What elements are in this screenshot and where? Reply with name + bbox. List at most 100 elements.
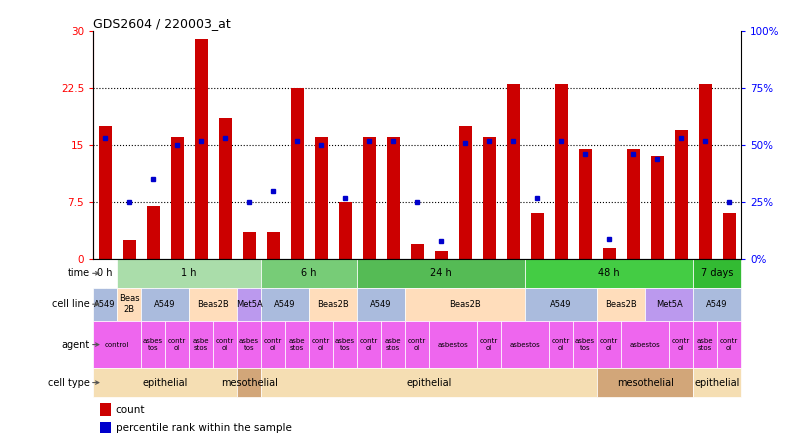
Text: contr
ol: contr ol bbox=[408, 338, 426, 351]
Bar bbox=[242, 233, 256, 259]
Bar bbox=[578, 149, 592, 259]
Bar bbox=[219, 119, 232, 259]
Text: 48 h: 48 h bbox=[599, 268, 620, 278]
Text: asbestos: asbestos bbox=[509, 341, 540, 348]
Bar bbox=[309, 288, 357, 321]
Text: time: time bbox=[68, 268, 90, 278]
Text: mesothelial: mesothelial bbox=[616, 377, 674, 388]
Bar bbox=[434, 251, 448, 259]
Bar bbox=[627, 149, 640, 259]
Text: Beas2B: Beas2B bbox=[198, 300, 229, 309]
Bar bbox=[693, 321, 717, 369]
Text: epithelial: epithelial bbox=[407, 377, 452, 388]
Bar bbox=[190, 288, 237, 321]
Bar bbox=[429, 321, 477, 369]
Text: Beas
2B: Beas 2B bbox=[119, 294, 139, 314]
Bar bbox=[411, 244, 424, 259]
Bar bbox=[693, 288, 741, 321]
Bar bbox=[597, 288, 645, 321]
Bar bbox=[314, 138, 328, 259]
Text: asbes
tos: asbes tos bbox=[335, 338, 356, 351]
Bar bbox=[597, 321, 621, 369]
Bar bbox=[669, 321, 693, 369]
Bar bbox=[309, 321, 333, 369]
Text: mesothelial: mesothelial bbox=[220, 377, 278, 388]
Bar bbox=[261, 321, 285, 369]
Bar bbox=[117, 288, 141, 321]
Bar bbox=[194, 39, 207, 259]
Bar bbox=[237, 321, 261, 369]
Bar bbox=[99, 126, 112, 259]
Bar bbox=[333, 321, 357, 369]
Bar bbox=[693, 369, 741, 397]
Text: asbe
stos: asbe stos bbox=[385, 338, 402, 351]
Bar bbox=[190, 321, 213, 369]
Text: contr
ol: contr ol bbox=[264, 338, 282, 351]
Bar bbox=[100, 403, 111, 416]
Bar bbox=[405, 288, 525, 321]
Bar bbox=[357, 259, 525, 288]
Bar bbox=[141, 288, 190, 321]
Text: 7 days: 7 days bbox=[701, 268, 733, 278]
Bar bbox=[549, 321, 573, 369]
Text: Beas2B: Beas2B bbox=[605, 300, 637, 309]
Bar bbox=[675, 130, 688, 259]
Text: agent: agent bbox=[62, 340, 90, 349]
Text: A549: A549 bbox=[275, 300, 296, 309]
Text: asbe
stos: asbe stos bbox=[697, 338, 714, 351]
Text: asbestos: asbestos bbox=[630, 341, 660, 348]
Bar bbox=[525, 259, 693, 288]
Text: Met5A: Met5A bbox=[656, 300, 683, 309]
Bar bbox=[237, 369, 261, 397]
Bar bbox=[573, 321, 597, 369]
Bar bbox=[339, 202, 352, 259]
Bar bbox=[717, 321, 741, 369]
Text: contr
ol: contr ol bbox=[720, 338, 738, 351]
Text: contr
ol: contr ol bbox=[672, 338, 690, 351]
Text: contr
ol: contr ol bbox=[600, 338, 618, 351]
Text: epithelial: epithelial bbox=[694, 377, 740, 388]
Bar bbox=[93, 259, 117, 288]
Bar bbox=[93, 288, 117, 321]
Text: count: count bbox=[116, 404, 145, 415]
Text: contr
ol: contr ol bbox=[216, 338, 234, 351]
Bar bbox=[363, 138, 376, 259]
Text: 6 h: 6 h bbox=[301, 268, 317, 278]
Bar bbox=[483, 138, 496, 259]
Bar bbox=[458, 126, 471, 259]
Text: asbes
tos: asbes tos bbox=[575, 338, 595, 351]
Text: asbes
tos: asbes tos bbox=[239, 338, 259, 351]
Text: Beas2B: Beas2B bbox=[318, 300, 349, 309]
Text: A549: A549 bbox=[155, 300, 176, 309]
Text: percentile rank within the sample: percentile rank within the sample bbox=[116, 423, 292, 433]
Text: 1 h: 1 h bbox=[181, 268, 197, 278]
Bar bbox=[122, 240, 136, 259]
Bar bbox=[506, 84, 520, 259]
Text: cell line: cell line bbox=[52, 299, 90, 309]
Text: contr
ol: contr ol bbox=[168, 338, 186, 351]
Bar bbox=[386, 138, 400, 259]
Bar bbox=[501, 321, 549, 369]
Bar bbox=[531, 214, 544, 259]
Bar bbox=[477, 321, 501, 369]
Bar bbox=[213, 321, 237, 369]
Bar bbox=[357, 321, 382, 369]
Bar bbox=[603, 248, 616, 259]
Bar bbox=[266, 233, 279, 259]
Text: GDS2604 / 220003_at: GDS2604 / 220003_at bbox=[93, 17, 231, 30]
Text: cell type: cell type bbox=[48, 377, 90, 388]
Bar bbox=[693, 259, 741, 288]
Bar bbox=[555, 84, 568, 259]
Bar bbox=[645, 288, 693, 321]
Bar bbox=[405, 321, 429, 369]
Text: asbes
tos: asbes tos bbox=[143, 338, 163, 351]
Text: 24 h: 24 h bbox=[430, 268, 452, 278]
Bar bbox=[525, 288, 597, 321]
Text: epithelial: epithelial bbox=[143, 377, 188, 388]
Bar bbox=[93, 369, 237, 397]
Text: Met5A: Met5A bbox=[236, 300, 262, 309]
Text: contr
ol: contr ol bbox=[360, 338, 378, 351]
Bar bbox=[650, 156, 663, 259]
Bar bbox=[117, 259, 261, 288]
Bar bbox=[261, 259, 357, 288]
